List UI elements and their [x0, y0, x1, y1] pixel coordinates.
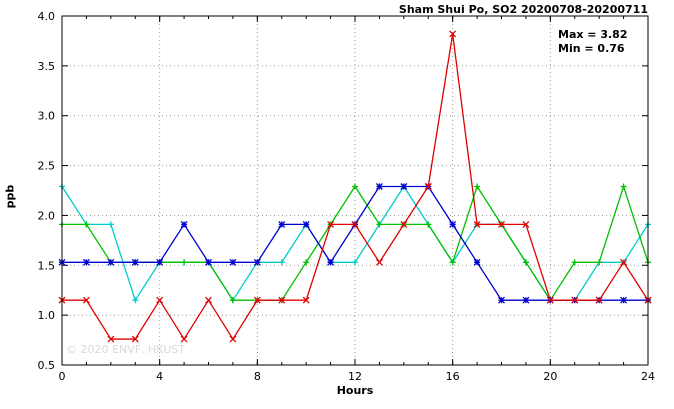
svg-text:3.5: 3.5: [38, 60, 56, 73]
y-axis-label: ppb: [3, 184, 17, 209]
svg-text:4.0: 4.0: [38, 10, 56, 23]
series-blue-line: [58, 183, 652, 304]
svg-text:4: 4: [156, 370, 163, 383]
max-value-label: Max = 3.82: [558, 28, 628, 41]
svg-text:0.5: 0.5: [38, 359, 56, 372]
svg-text:1.5: 1.5: [38, 259, 56, 272]
x-tick-labels: 0 4 8 12 16 20 24: [59, 370, 656, 383]
svg-text:2.0: 2.0: [38, 209, 56, 222]
series-cyan-line: [59, 183, 651, 304]
svg-text:2.5: 2.5: [38, 160, 56, 173]
svg-text:20: 20: [543, 370, 557, 383]
plot-border: [61, 15, 649, 366]
svg-text:24: 24: [641, 370, 655, 383]
svg-text:1.0: 1.0: [38, 309, 56, 322]
series-green-line: [59, 183, 651, 304]
x-axis-label: Hours: [336, 384, 374, 397]
svg-text:12: 12: [348, 370, 362, 383]
watermark: © 2020 ENVF, HKUST: [66, 343, 185, 356]
svg-text:0: 0: [59, 370, 66, 383]
svg-text:8: 8: [254, 370, 261, 383]
min-value-label: Min = 0.76: [558, 41, 625, 55]
svg-text:3.0: 3.0: [38, 110, 56, 123]
svg-text:16: 16: [446, 370, 460, 383]
maxmin-annotation: Max = 3.82 Min = 0.76: [558, 28, 627, 56]
y-tick-labels: 0.5 1.0 1.5 2.0 2.5 3.0 3.5 4.0: [38, 10, 56, 372]
chart-title: Sham Shui Po, SO2 20200708-20200711: [398, 3, 648, 16]
series-red-line: [58, 30, 652, 343]
gridlines: [62, 16, 648, 365]
